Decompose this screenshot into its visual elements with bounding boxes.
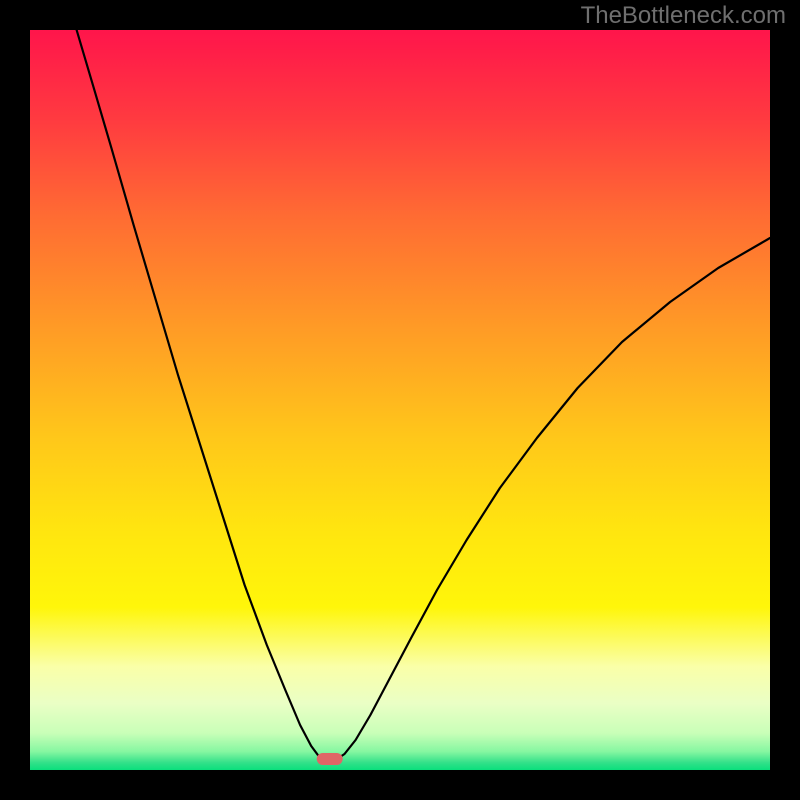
frame-right	[770, 0, 800, 800]
watermark-text: TheBottleneck.com	[581, 2, 786, 30]
plot-svg	[30, 30, 770, 770]
frame-left	[0, 0, 30, 800]
optimal-marker	[317, 753, 343, 765]
bottleneck-plot	[30, 30, 770, 770]
frame-bottom	[0, 770, 800, 800]
